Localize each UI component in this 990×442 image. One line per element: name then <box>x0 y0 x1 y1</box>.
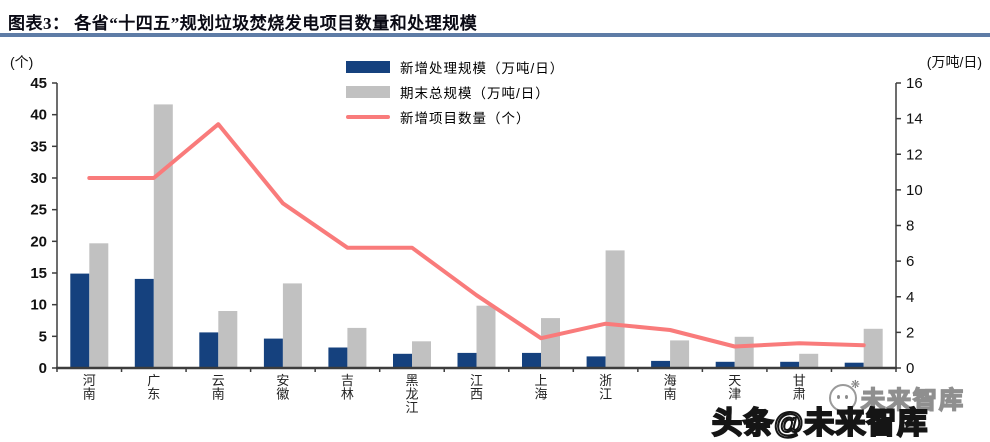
new-capacity-bars <box>70 273 864 369</box>
x-axis-label: 浙江 <box>599 373 612 402</box>
watermark-large-text: 头条@未来智库 <box>711 406 929 441</box>
bar <box>586 356 606 368</box>
bar <box>670 340 690 368</box>
bar <box>715 361 735 368</box>
svg-text:5: 5 <box>39 328 47 345</box>
watermark-small: ❋ 未来智库 <box>829 379 965 415</box>
bar <box>218 311 238 368</box>
svg-text:45: 45 <box>30 75 47 92</box>
x-axis-label: 天津 <box>728 373 741 402</box>
svg-text:10: 10 <box>906 182 923 199</box>
left-axis-tick-labels: 0 5 10 15 20 25 30 35 40 45 <box>30 75 47 377</box>
legend-item: 新增处理规模（万吨/日） <box>346 57 564 77</box>
chart-legend: 新增处理规模（万吨/日） 期末总规模（万吨/日） 新增项目数量（个） <box>346 57 564 132</box>
x-axis-label: 云南 <box>212 373 225 402</box>
x-axis-label: 安徽 <box>276 373 289 402</box>
legend-item: 期末总规模（万吨/日） <box>346 82 564 102</box>
svg-text:10: 10 <box>30 297 47 314</box>
legend-swatch <box>346 115 390 119</box>
sparkle-icon: ❋ <box>850 378 860 391</box>
svg-text:4: 4 <box>906 289 914 306</box>
bar <box>393 353 412 369</box>
total-capacity-bars <box>89 104 883 369</box>
bar <box>199 332 219 368</box>
watermark-logo-icon: ❋ <box>829 379 860 412</box>
svg-text:15: 15 <box>30 265 47 282</box>
bar <box>328 347 348 368</box>
svg-text:30: 30 <box>30 170 47 187</box>
bar <box>605 250 625 368</box>
bar <box>780 361 800 368</box>
legend-swatch <box>346 86 390 98</box>
bar <box>70 273 90 368</box>
bar <box>522 352 541 368</box>
bar <box>541 318 560 368</box>
figure-title: 图表3： 各省“十四五”规划垃圾焚烧发电项目数量和处理规模 <box>8 14 478 33</box>
x-axis-label: 甘肃 <box>793 373 806 402</box>
x-axis-label: 海南 <box>664 373 677 402</box>
project-count-line <box>87 122 866 349</box>
bar <box>651 360 671 368</box>
bar <box>347 327 367 368</box>
legend-item: 新增项目数量（个） <box>346 107 564 127</box>
bar <box>153 104 173 369</box>
svg-text:16: 16 <box>906 75 923 92</box>
legend-swatch <box>346 61 390 73</box>
x-axis-label: 黑龙江 <box>405 373 418 415</box>
svg-text:25: 25 <box>30 202 47 219</box>
bar <box>457 352 477 368</box>
bar <box>844 362 864 368</box>
bar <box>89 243 109 368</box>
svg-text:8: 8 <box>906 218 914 235</box>
legend-label: 期末总规模（万吨/日） <box>400 86 550 101</box>
bar <box>134 278 154 368</box>
bar <box>476 305 496 368</box>
x-axis-label: 上海 <box>534 373 547 402</box>
svg-text:14: 14 <box>906 111 923 128</box>
bar <box>863 328 883 368</box>
right-axis-tick-labels: 0 2 4 6 8 10 12 14 16 <box>906 75 923 377</box>
x-axis-label: 江西 <box>470 373 483 402</box>
svg-text:0: 0 <box>906 360 914 377</box>
svg-text:6: 6 <box>906 253 914 270</box>
bar <box>412 341 431 368</box>
bar <box>799 353 819 369</box>
svg-text:20: 20 <box>30 233 47 250</box>
right-axis-unit-label: (万吨/日) <box>926 54 982 70</box>
x-axis-label: 吉林 <box>341 373 354 402</box>
bar <box>734 336 754 368</box>
x-axis-labels: 河南 广东 云南 安徽 吉林 黑龙江 江西 上海 浙江 海南 天津 甘肃 <box>83 373 806 415</box>
svg-text:0: 0 <box>39 360 47 377</box>
svg-text:40: 40 <box>30 107 47 124</box>
svg-text:2: 2 <box>906 324 914 341</box>
bar <box>282 283 302 368</box>
left-axis-unit-label: (个) <box>10 54 34 70</box>
axes <box>52 82 901 372</box>
bar <box>263 338 283 368</box>
title-divider <box>0 33 990 37</box>
x-axis-label: 河南 <box>83 373 96 402</box>
legend-label: 新增项目数量（个） <box>400 111 531 126</box>
watermark-small-text: 未来智库 <box>860 386 965 415</box>
x-axis-label: 广东 <box>147 373 160 402</box>
svg-text:12: 12 <box>906 146 923 163</box>
legend-label: 新增处理规模（万吨/日） <box>400 61 565 76</box>
svg-text:35: 35 <box>30 138 47 155</box>
